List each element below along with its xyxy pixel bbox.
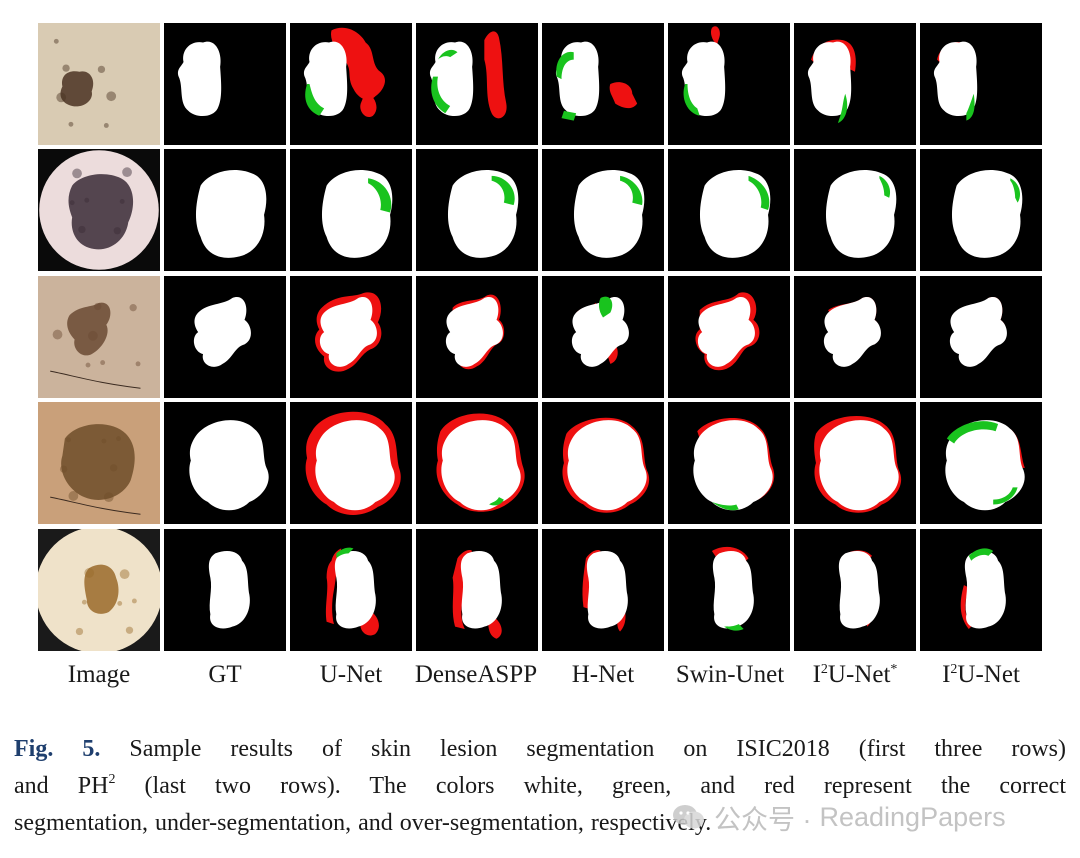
- column-label-i2unet: I2U-Net: [942, 661, 1020, 688]
- segmentation-mask-tile: [794, 529, 916, 651]
- segmentation-mask-tile: [416, 23, 538, 145]
- watermark-text: ReadingPapers: [819, 801, 1006, 832]
- mask-i2u-net-: [794, 149, 916, 271]
- mask-i2u-net-: [794, 529, 916, 651]
- segmentation-mask-tile: [542, 402, 664, 524]
- mask-h-net: [542, 23, 664, 145]
- mask-i2u-net: [920, 529, 1042, 651]
- segmentation-mask-tile: [290, 276, 412, 398]
- mask-u-net: [290, 529, 412, 651]
- mask-gt: [164, 23, 286, 145]
- watermark-prefix: 公众号 ·: [714, 804, 812, 835]
- segmentation-mask-tile: [668, 149, 790, 271]
- mask-swin-unet: [668, 23, 790, 145]
- segmentation-mask-tile: [542, 149, 664, 271]
- segmentation-mask-tile: [542, 23, 664, 145]
- segmentation-mask-tile: [794, 149, 916, 271]
- segmentation-mask-tile: [794, 23, 916, 145]
- segmentation-mask-tile: [290, 402, 412, 524]
- mask-i2u-net: [920, 276, 1042, 398]
- segmentation-mask-tile: [794, 402, 916, 524]
- mask-gt: [164, 529, 286, 651]
- input-image-tile: [38, 529, 160, 651]
- segmentation-mask-tile: [542, 529, 664, 651]
- segmentation-mask-tile: [668, 23, 790, 145]
- segmentation-mask-tile: [668, 529, 790, 651]
- column-label-i2unet-star: I2U-Net*: [812, 661, 898, 688]
- figure-label: Fig. 5.: [14, 736, 101, 762]
- segmentation-mask-tile: [668, 402, 790, 524]
- segmentation-mask-tile: [164, 23, 286, 145]
- dermoscopy-image: [38, 529, 160, 651]
- segmentation-mask-tile: [542, 276, 664, 398]
- mask-swin-unet: [668, 149, 790, 271]
- input-image-tile: [38, 149, 160, 271]
- dermoscopy-image: [38, 149, 160, 271]
- figure-caption: Fig. 5. Sample results of skin lesion se…: [14, 731, 1066, 842]
- segmentation-mask-tile: [164, 276, 286, 398]
- mask-swin-unet: [668, 529, 790, 651]
- segmentation-mask-tile: [920, 276, 1042, 398]
- input-image-tile: [38, 23, 160, 145]
- segmentation-mask-tile: [416, 276, 538, 398]
- segmentation-mask-tile: [290, 149, 412, 271]
- mask-denseaspp: [416, 276, 538, 398]
- caption-line-3: segmentation, under-segmentation, and ov…: [14, 810, 712, 836]
- mask-i2u-net: [920, 149, 1042, 271]
- mask-u-net: [290, 23, 412, 145]
- mask-swin-unet: [668, 402, 790, 524]
- mask-gt: [164, 276, 286, 398]
- segmentation-mask-tile: [416, 529, 538, 651]
- mask-i2u-net: [920, 402, 1042, 524]
- dermoscopy-image: [38, 276, 160, 398]
- mask-i2u-net-: [794, 23, 916, 145]
- column-label-swinunet: Swin-Unet: [675, 661, 785, 688]
- segmentation-mask-tile: [164, 402, 286, 524]
- segmentation-mask-tile: [920, 402, 1042, 524]
- dermoscopy-image: [38, 402, 160, 524]
- segmentation-mask-tile: [668, 276, 790, 398]
- mask-u-net: [290, 402, 412, 524]
- mask-u-net: [290, 276, 412, 398]
- segmentation-mask-tile: [164, 149, 286, 271]
- mask-i2u-net-: [794, 276, 916, 398]
- mask-denseaspp: [416, 402, 538, 524]
- column-label-unet: U-Net: [319, 661, 383, 688]
- column-label-hnet: H-Net: [571, 661, 635, 688]
- mask-gt: [164, 402, 286, 524]
- column-label-image: Image: [67, 661, 131, 688]
- mask-swin-unet: [668, 276, 790, 398]
- mask-i2u-net: [920, 23, 1042, 145]
- mask-denseaspp: [416, 529, 538, 651]
- segmentation-mask-tile: [290, 529, 412, 651]
- input-image-tile: [38, 276, 160, 398]
- segmentation-mask-tile: [164, 529, 286, 651]
- mask-u-net: [290, 149, 412, 271]
- mask-h-net: [542, 402, 664, 524]
- segmentation-mask-tile: [416, 149, 538, 271]
- caption-line-1: Fig. 5. Sample results of skin lesion se…: [14, 736, 1067, 762]
- mask-denseaspp: [416, 149, 538, 271]
- input-image-tile: [38, 402, 160, 524]
- caption-line-2: and PH2 (last two rows). The colors whit…: [14, 772, 1066, 800]
- mask-h-net: [542, 276, 664, 398]
- dermoscopy-image: [38, 23, 160, 145]
- figure: [38, 23, 1042, 651]
- mask-h-net: [542, 529, 664, 651]
- mask-gt: [164, 149, 286, 271]
- mask-h-net: [542, 149, 664, 271]
- segmentation-mask-tile: [920, 529, 1042, 651]
- segmentation-mask-tile: [920, 149, 1042, 271]
- mask-denseaspp: [416, 23, 538, 145]
- wechat-icon: [673, 805, 704, 829]
- segmentation-mask-tile: [290, 23, 412, 145]
- segmentation-mask-tile: [920, 23, 1042, 145]
- segmentation-mask-tile: [416, 402, 538, 524]
- column-label-denseaspp: DenseASPP: [414, 661, 538, 688]
- segmentation-mask-tile: [794, 276, 916, 398]
- watermark: 公众号 · ReadingPapers: [672, 797, 1006, 837]
- column-label-gt: GT: [208, 661, 242, 688]
- mask-i2u-net-: [794, 402, 916, 524]
